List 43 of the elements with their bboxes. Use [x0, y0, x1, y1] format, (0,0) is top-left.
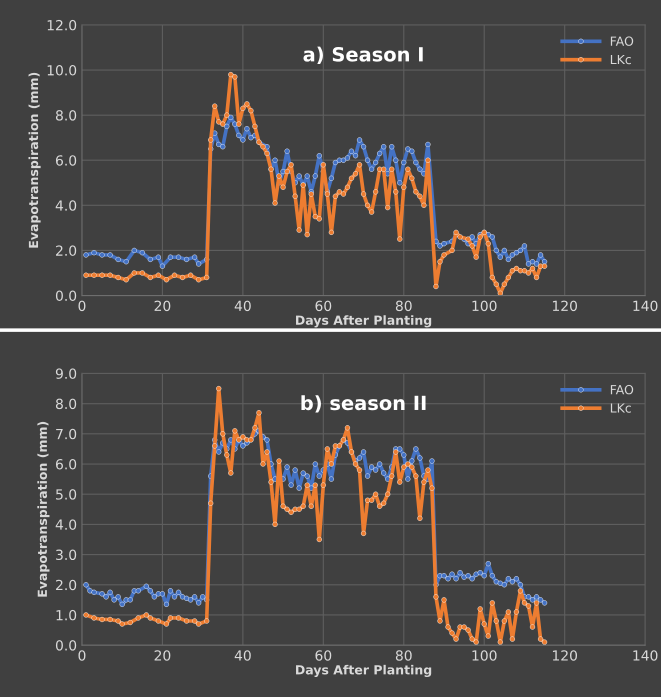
x-tick-label: 40 [234, 300, 251, 312]
x-tick-label: 80 [396, 300, 412, 312]
legend-label: LKc [610, 54, 631, 64]
y-tick-label: 12.0 [48, 20, 76, 30]
y-tick-label: 6.0 [56, 155, 76, 166]
x-tick-label: 0 [78, 650, 86, 661]
x-axis-title: Days After Planting [296, 664, 432, 678]
y-axis-title: Evapotranspiration (mm) [28, 72, 41, 248]
y-axis-title: Evapotranspiration (mm) [37, 422, 50, 597]
x-tick-label: 40 [234, 650, 251, 661]
y-tick-label: 9.0 [56, 368, 76, 379]
y-tick-label: 0.0 [56, 290, 76, 301]
legend-label: LKc [610, 403, 631, 413]
text: a) Season I [303, 46, 423, 64]
y-tick-label: 0.0 [56, 640, 76, 651]
x-tick-label: 140 [633, 650, 658, 661]
legend-label: FAO [610, 384, 634, 394]
x-axis-title: Days After Planting [296, 315, 432, 328]
x-tick-label: 60 [315, 650, 332, 661]
y-tick-label: 10.0 [48, 65, 76, 76]
y-tick-label: 8.0 [56, 110, 76, 121]
y-tick-label: 4.0 [56, 200, 76, 211]
y-tick-label: 1.0 [56, 610, 76, 620]
x-tick-label: 60 [315, 300, 332, 312]
y-tick-label: 3.0 [56, 550, 76, 560]
x-tick-label: 100 [472, 300, 497, 312]
x-tick-label: 20 [154, 650, 170, 661]
x-tick-label: 80 [396, 650, 412, 661]
y-tick-label: 4.0 [56, 519, 76, 530]
y-tick-label: 8.0 [56, 398, 76, 410]
y-tick-label: 2.0 [56, 580, 76, 590]
y-tick-label: 5.0 [56, 489, 76, 500]
y-tick-label: 6.0 [56, 458, 76, 470]
x-tick-label: 100 [472, 650, 497, 661]
x-tick-label: 20 [154, 300, 170, 312]
legend-label: FAO [610, 36, 634, 46]
x-tick-label: 120 [552, 650, 578, 661]
x-tick-label: 140 [633, 300, 658, 312]
x-tick-label: 0 [78, 300, 86, 312]
text: b) season II [301, 395, 426, 413]
y-tick-label: 2.0 [56, 245, 76, 256]
x-tick-label: 120 [552, 300, 578, 312]
y-tick-label: 7.0 [56, 428, 76, 440]
